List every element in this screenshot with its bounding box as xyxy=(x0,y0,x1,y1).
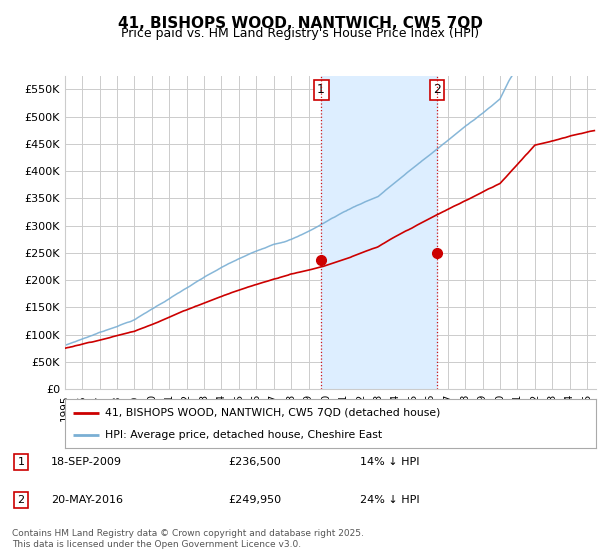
Text: 20-MAY-2016: 20-MAY-2016 xyxy=(51,495,123,505)
Text: 14% ↓ HPI: 14% ↓ HPI xyxy=(360,457,419,467)
Text: 41, BISHOPS WOOD, NANTWICH, CW5 7QD: 41, BISHOPS WOOD, NANTWICH, CW5 7QD xyxy=(118,16,482,31)
Text: Price paid vs. HM Land Registry's House Price Index (HPI): Price paid vs. HM Land Registry's House … xyxy=(121,27,479,40)
Text: Contains HM Land Registry data © Crown copyright and database right 2025.
This d: Contains HM Land Registry data © Crown c… xyxy=(12,529,364,549)
Text: 2: 2 xyxy=(433,83,441,96)
Bar xyxy=(321,76,437,389)
Text: £249,950: £249,950 xyxy=(228,495,281,505)
Text: 1: 1 xyxy=(317,83,325,96)
Text: 24% ↓ HPI: 24% ↓ HPI xyxy=(360,495,419,505)
Text: £236,500: £236,500 xyxy=(228,457,281,467)
Text: 18-SEP-2009: 18-SEP-2009 xyxy=(51,457,122,467)
Text: HPI: Average price, detached house, Cheshire East: HPI: Average price, detached house, Ches… xyxy=(104,430,382,440)
Text: 1: 1 xyxy=(17,457,25,467)
Text: 2: 2 xyxy=(17,495,25,505)
Text: 41, BISHOPS WOOD, NANTWICH, CW5 7QD (detached house): 41, BISHOPS WOOD, NANTWICH, CW5 7QD (det… xyxy=(104,408,440,418)
